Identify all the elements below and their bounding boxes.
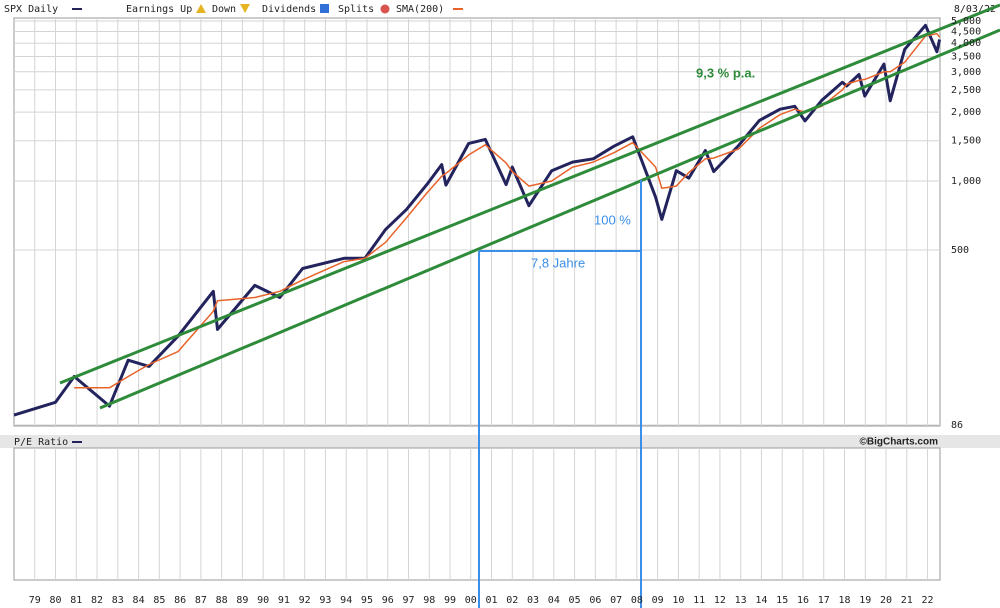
x-tick-label: 10 [672,595,684,606]
x-tick-label: 92 [299,595,311,606]
y-tick-label: 5,000 [951,16,981,27]
x-tick-label: 80 [50,595,62,606]
x-tick-label: 13 [735,595,747,606]
lower-panel [13,447,941,581]
x-tick-label: 96 [382,595,394,606]
x-tick-label: 89 [236,595,248,606]
x-tick-label: 97 [402,595,414,606]
x-tick-label: 01 [486,595,498,606]
y-tick-label: 3,000 [951,67,981,78]
grid [14,18,940,580]
x-tick-label: 88 [216,595,228,606]
x-tick-label: 16 [797,595,809,606]
y-tick-label: 4,500 [951,26,981,37]
x-tick-label: 82 [91,595,103,606]
x-tick-label: 91 [278,595,290,606]
x-tick-label: 90 [257,595,269,606]
years-annotation: 7,8 Jahre [531,255,585,270]
x-tick-label: 00 [465,595,477,606]
x-tick-label: 98 [423,595,435,606]
legend-dividends: Dividends [262,4,316,15]
x-tick-label: 15 [776,595,788,606]
x-tick-label: 19 [859,595,871,606]
down-icon [240,4,250,13]
x-tick-label: 84 [133,595,145,606]
x-tick-label: 03 [527,595,539,606]
y-tick-label: 1,000 [951,176,981,187]
x-tick-label: 09 [652,595,664,606]
x-tick-label: 95 [361,595,373,606]
x-tick-label: 04 [548,595,560,606]
legend-splits: Splits [338,4,374,15]
x-tick-label: 81 [70,595,82,606]
x-tick-label: 06 [589,595,601,606]
x-tick-label: 21 [901,595,913,606]
up-icon [196,4,206,13]
percent-annotation: 100 % [594,212,631,227]
x-tick-label: 79 [29,595,41,606]
x-tick-label: 20 [880,595,892,606]
legend-earnings-up: Earnings Up [126,4,192,15]
credit: ©BigCharts.com [860,437,939,448]
x-tick-label: 85 [153,595,165,606]
legend-down: Down [212,4,236,15]
x-tick-label: 99 [444,595,456,606]
lower-channel [99,28,1000,410]
x-tick-label: 94 [340,595,352,606]
x-tick-label: 14 [755,595,767,606]
lower-panel-header [0,435,1000,448]
x-tick-label: 12 [714,595,726,606]
upper-channel [59,3,1000,385]
split-icon [380,4,390,14]
x-tick-label: 87 [195,595,207,606]
y-tick-label: 1,500 [951,136,981,147]
sma-line [74,32,941,389]
x-tick-label: 18 [838,595,850,606]
lower-panel-label: P/E Ratio [14,437,68,448]
y-tick-label: 500 [951,245,969,256]
x-tick-label: 83 [112,595,124,606]
legend-spx: SPX Daily [4,4,58,15]
x-tick-label: 08 [631,595,643,606]
legend-sma: SMA(200) [396,4,444,15]
y-tick-label: 2,500 [951,85,981,96]
x-tick-label: 05 [569,595,581,606]
x-tick-label: 17 [818,595,830,606]
y-tick-label: 86 [951,420,963,431]
x-tick-label: 93 [319,595,331,606]
main-panel [13,17,941,427]
y-tick-label: 3,500 [951,51,981,62]
y-tick-label: 4,000 [951,38,981,49]
x-tick-label: 86 [174,595,186,606]
x-tick-label: 22 [922,595,934,606]
growth-annotation: 9,3 % p.a. [696,65,755,80]
x-tick-label: 02 [506,595,518,606]
date: 8/03/22 [954,4,996,15]
dividend-icon [320,4,329,13]
y-tick-label: 2,000 [951,107,981,118]
x-tick-label: 07 [610,595,622,606]
x-tick-label: 11 [693,595,705,606]
